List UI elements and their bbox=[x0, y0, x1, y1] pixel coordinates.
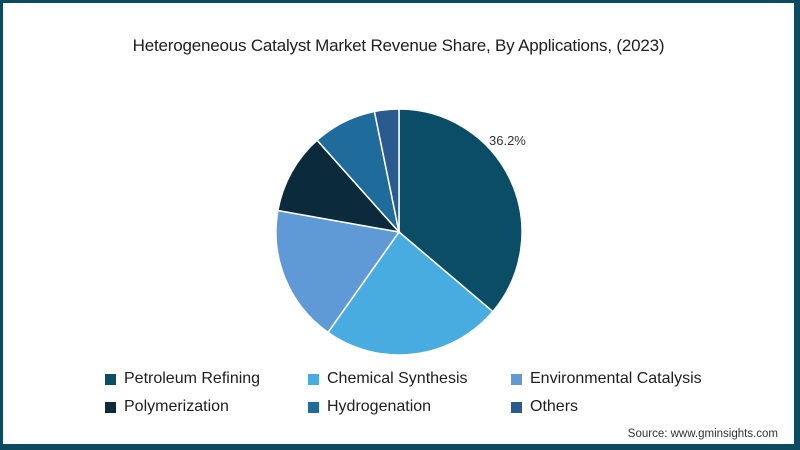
legend-item-hydrogenation[interactable]: Hydrogenation bbox=[308, 397, 511, 417]
legend-swatch-icon bbox=[105, 373, 116, 385]
legend-item-environmental-catalysis[interactable]: Environmental Catalysis bbox=[511, 369, 731, 389]
pie-slice-environmental-catalysis[interactable] bbox=[275, 209, 401, 334]
pie-slice-polymerization[interactable] bbox=[277, 139, 402, 234]
legend-label: Polymerization bbox=[124, 398, 229, 415]
legend-label: Others bbox=[530, 398, 579, 415]
pie-slice-others[interactable] bbox=[373, 108, 400, 233]
pie-slice-chemical-synthesis[interactable] bbox=[326, 230, 494, 356]
legend-swatch-icon bbox=[511, 401, 522, 413]
legend-label: Environmental Catalysis bbox=[530, 370, 702, 387]
chart-title: Heterogeneous Catalyst Market Revenue Sh… bbox=[132, 36, 665, 55]
legend-label: Hydrogenation bbox=[327, 398, 432, 415]
chart-legend: Petroleum Refining Chemical Synthesis En… bbox=[105, 369, 725, 417]
legend-label: Petroleum Refining bbox=[124, 370, 261, 387]
legend-item-others[interactable]: Others bbox=[511, 397, 731, 417]
legend-swatch-icon bbox=[308, 373, 319, 385]
legend-swatch-icon bbox=[511, 373, 522, 385]
source-note: Source: www.gminsights.com bbox=[627, 428, 778, 440]
legend-swatch-icon bbox=[105, 401, 116, 413]
pie-chart: 36.2% bbox=[275, 108, 526, 356]
chart-panel: Heterogeneous Catalyst Market Revenue Sh… bbox=[3, 3, 794, 444]
legend-item-chemical-synthesis[interactable]: Chemical Synthesis bbox=[308, 369, 511, 389]
pie-slices bbox=[275, 108, 523, 356]
legend-item-polymerization[interactable]: Polymerization bbox=[105, 397, 308, 417]
legend-label: Chemical Synthesis bbox=[327, 370, 468, 387]
legend-swatch-icon bbox=[308, 401, 319, 413]
pie-slice-petroleum-refining[interactable] bbox=[398, 108, 523, 313]
slice-label-petroleum-refining: 36.2% bbox=[489, 133, 526, 148]
legend-item-petroleum-refining[interactable]: Petroleum Refining bbox=[105, 369, 308, 389]
